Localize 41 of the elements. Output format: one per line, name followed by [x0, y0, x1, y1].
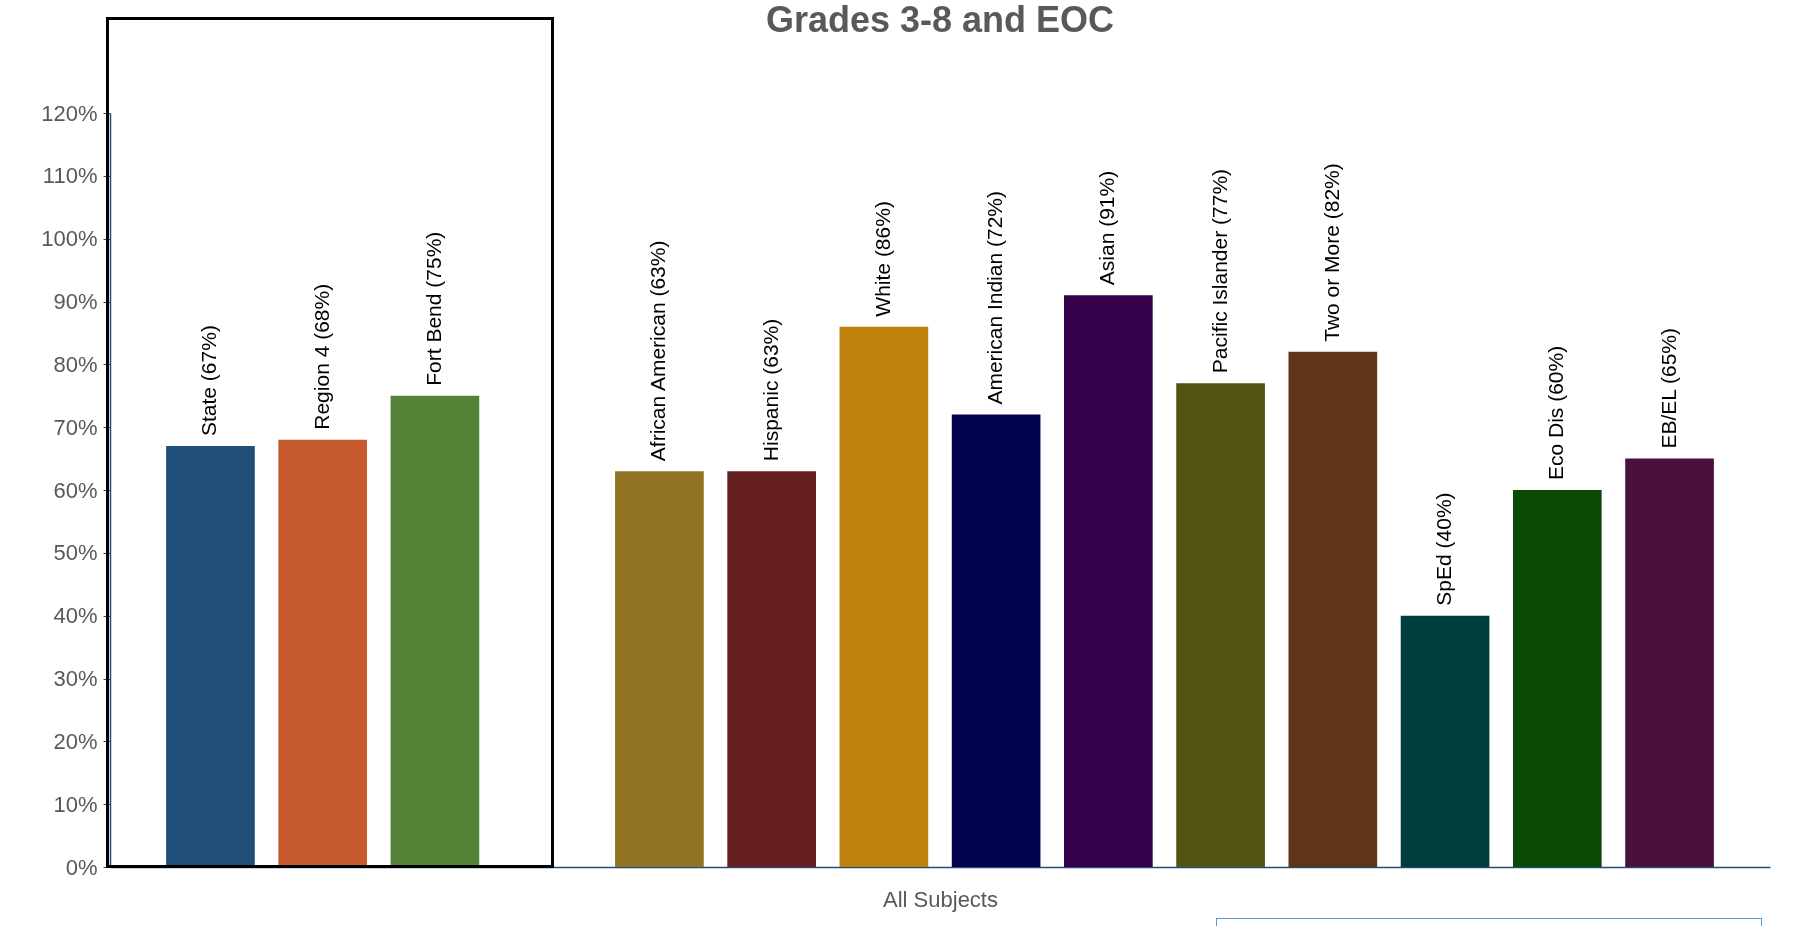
x-axis-title: All Subjects: [883, 886, 998, 912]
y-tick-label: 110%: [42, 163, 98, 189]
bar: [839, 326, 929, 867]
bar: [1625, 458, 1714, 867]
data-label: Region 4 (68%): [309, 283, 333, 430]
bar: [1512, 490, 1602, 867]
y-tick-label: 0%: [65, 854, 98, 880]
bar: [615, 471, 704, 867]
bar: [951, 414, 1041, 867]
data-label: White (86%): [870, 201, 894, 317]
y-tick-label: 50%: [53, 540, 98, 566]
data-label: Fort Bend (75%): [421, 231, 445, 386]
bar: [278, 439, 368, 867]
data-label: American Indian (72%): [983, 190, 1007, 405]
bar: [1176, 383, 1265, 867]
y-tick-label: 90%: [53, 289, 98, 314]
y-tick-label: 70%: [53, 414, 98, 440]
data-label: African American (63%): [646, 240, 670, 462]
data-label: EB/EL (65%): [1656, 327, 1680, 449]
data-label: Pacific Islander (77%): [1207, 168, 1231, 374]
data-label: Two or More (82%): [1319, 163, 1343, 342]
bar: [166, 446, 255, 867]
data-label: State (67%): [197, 325, 221, 437]
bar: [390, 395, 480, 867]
y-tick-label: 80%: [53, 351, 98, 377]
y-tick-label: 120%: [41, 100, 98, 126]
y-tick-label: 60%: [53, 477, 98, 503]
y-tick-label: 20%: [53, 728, 98, 754]
data-label: SpEd (40%): [1432, 492, 1456, 606]
bar: [1288, 351, 1378, 867]
bar: [1064, 295, 1153, 867]
bar: [727, 471, 816, 867]
y-tick-label: 100%: [41, 226, 98, 252]
bar: [1400, 615, 1490, 867]
y-tick-label: 40%: [53, 603, 98, 629]
chart-title: Grades 3-8 and EOC: [765, 0, 1115, 40]
data-label: Asian (91%): [1095, 170, 1119, 286]
y-tick-label: 10%: [53, 791, 98, 817]
data-label: Hispanic (63%): [758, 318, 782, 462]
y-tick-label: 30%: [53, 666, 98, 691]
data-label: Eco Dis (60%): [1544, 345, 1568, 480]
